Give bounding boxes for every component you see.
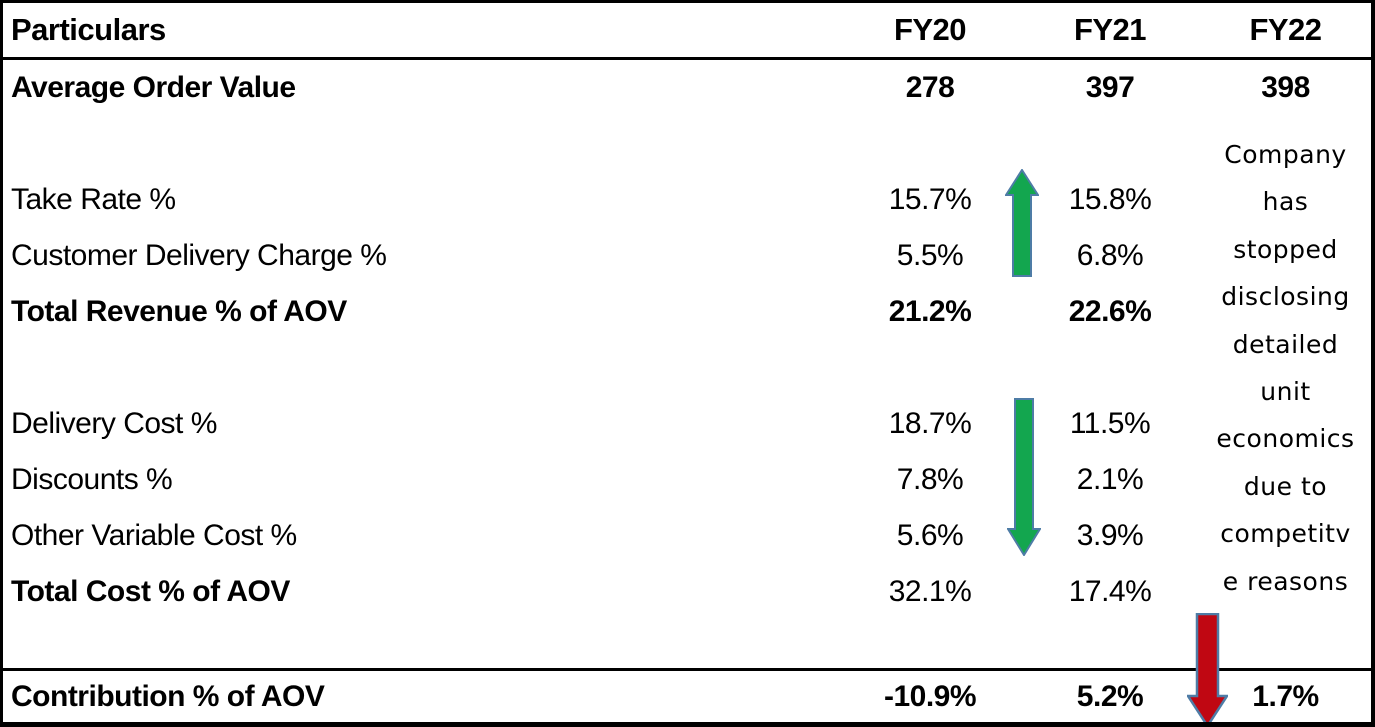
header-fy20: FY20 <box>893 12 967 47</box>
cell-fy20: 32.1% <box>888 575 972 608</box>
row-other-variable-cost: Other Variable Cost % 5.6% 3.9% <box>3 508 1371 564</box>
cell-fy22: 1.7% <box>1252 680 1319 713</box>
row-label: Average Order Value <box>11 71 296 104</box>
row-total-revenue: Total Revenue % of AOV 21.2% 22.6% <box>3 284 1371 340</box>
cell-fy21: 11.5% <box>1069 407 1151 440</box>
header-particulars: Particulars <box>11 12 166 47</box>
row-label: Discounts % <box>11 463 173 496</box>
header-divider-line <box>3 57 1371 60</box>
cell-fy20: 5.6% <box>896 519 964 552</box>
fy22-disclosure-note: Company has stopped disclosing detailed … <box>1216 140 1355 596</box>
cell-fy20: 7.8% <box>896 463 964 496</box>
cell-fy21: 397 <box>1085 71 1135 104</box>
cell-fy22: 398 <box>1261 71 1310 104</box>
down-arrow-shape <box>1007 398 1041 556</box>
row-label: Other Variable Cost % <box>11 519 297 552</box>
cell-fy21: 3.9% <box>1076 519 1144 552</box>
row-label: Contribution % of AOV <box>11 680 325 713</box>
cell-fy21: 15.8% <box>1068 183 1152 216</box>
cell-fy20: -10.9% <box>883 680 977 713</box>
row-label: Delivery Cost % <box>11 407 217 440</box>
cell-fy20: 278 <box>905 71 955 104</box>
row-contribution: Contribution % of AOV -10.9% 5.2% 1.7% <box>3 671 1371 722</box>
row-total-cost: Total Cost % of AOV 32.1% 17.4% <box>3 564 1371 620</box>
cell-fy20: 21.2% <box>888 295 972 328</box>
cell-fy21: 5.2% <box>1076 680 1144 713</box>
cell-fy20: 15.7% <box>888 183 972 216</box>
revenue-increase-up-arrow-icon <box>1005 169 1039 277</box>
row-label: Customer Delivery Charge % <box>11 239 387 272</box>
table-header-row: Particulars FY20 FY21 FY22 <box>3 3 1371 57</box>
row-customer-delivery-charge: Customer Delivery Charge % 5.5% 6.8% <box>3 228 1371 284</box>
up-arrow-shape <box>1005 169 1039 277</box>
header-fy22: FY22 <box>1249 12 1322 47</box>
row-average-order-value: Average Order Value 278 397 398 <box>3 60 1371 116</box>
row-label: Total Revenue % of AOV <box>11 295 347 328</box>
row-discounts: Discounts % 7.8% 2.1% <box>3 452 1371 508</box>
cell-fy20: 5.5% <box>896 239 964 272</box>
cost-decrease-down-arrow-icon <box>1007 398 1041 556</box>
row-label: Total Cost % of AOV <box>11 575 290 608</box>
header-fy21: FY21 <box>1073 12 1147 47</box>
cell-fy20: 18.7% <box>888 407 972 440</box>
cell-fy21: 2.1% <box>1076 463 1144 496</box>
contribution-divider-line <box>3 668 1371 671</box>
row-label: Take Rate % <box>11 183 176 216</box>
cell-fy21: 17.4% <box>1068 575 1152 608</box>
cell-fy21: 22.6% <box>1068 295 1152 328</box>
contribution-decline-down-arrow-icon <box>1187 613 1228 722</box>
cell-fy21: 6.8% <box>1076 239 1144 272</box>
row-take-rate: Take Rate % 15.7% 15.8% <box>3 172 1371 228</box>
row-delivery-cost: Delivery Cost % 18.7% 11.5% <box>3 396 1371 452</box>
down-arrow-shape <box>1187 613 1228 722</box>
